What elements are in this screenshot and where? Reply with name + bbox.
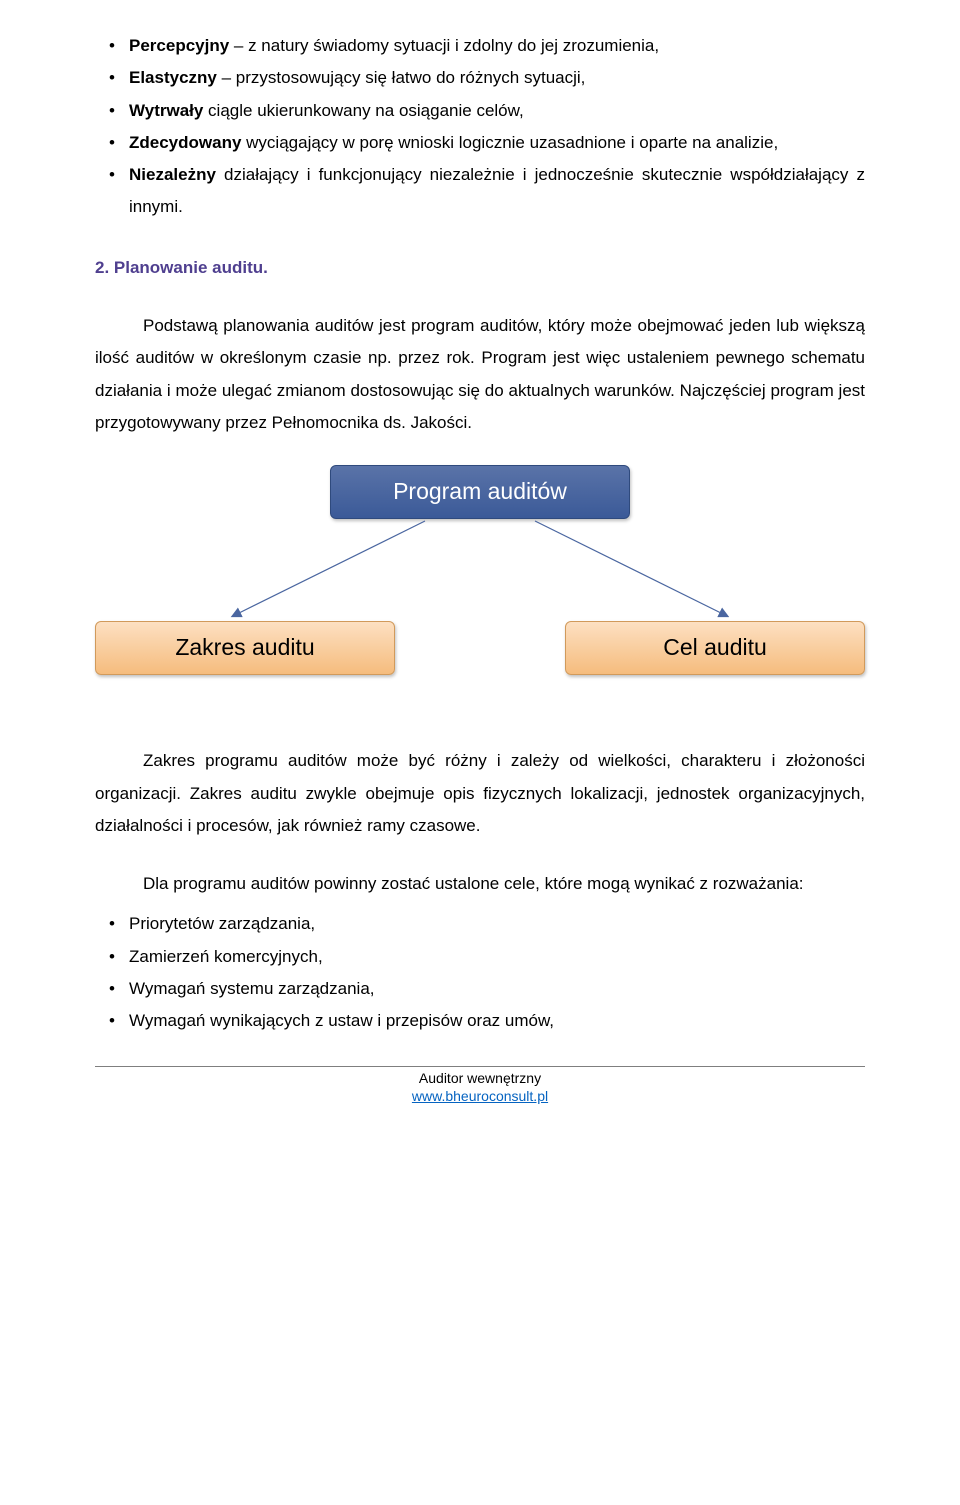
footer-title: Auditor wewnętrzny: [419, 1070, 541, 1086]
traits-list: Percepcyjny – z natury świadomy sytuacji…: [95, 30, 865, 224]
page-footer: Auditor wewnętrzny www.bheuroconsult.pl: [95, 1066, 865, 1105]
section-heading: 2. Planowanie auditu.: [95, 252, 865, 284]
trait-item: Wytrwały ciągle ukierunkowany na osiągan…: [95, 95, 865, 127]
trait-item: Zdecydowany wyciągający w porę wnioski l…: [95, 127, 865, 159]
trait-desc: wyciągający w porę wnioski logicznie uza…: [241, 133, 778, 152]
trait-item: Percepcyjny – z natury świadomy sytuacji…: [95, 30, 865, 62]
trait-term: Wytrwały: [129, 101, 203, 120]
paragraph-2: Zakres programu auditów może być różny i…: [95, 745, 865, 842]
trait-desc: działający i funkcjonujący niezależnie i…: [129, 165, 865, 216]
consideration-item: Zamierzeń komercyjnych,: [95, 941, 865, 973]
trait-desc: – z natury świadomy sytuacji i zdolny do…: [229, 36, 659, 55]
paragraph-3-lead: Dla programu auditów powinny zostać usta…: [95, 868, 865, 900]
consideration-item: Wymagań systemu zarządzania,: [95, 973, 865, 1005]
trait-desc: ciągle ukierunkowany na osiąganie celów,: [203, 101, 523, 120]
considerations-list: Priorytetów zarządzania,Zamierzeń komerc…: [95, 908, 865, 1037]
footer-link[interactable]: www.bheuroconsult.pl: [412, 1088, 548, 1104]
trait-term: Percepcyjny: [129, 36, 229, 55]
diagram-root-node: Program auditów: [330, 465, 630, 519]
program-diagram: Program auditów Zakres auditu Cel auditu: [95, 465, 865, 685]
diagram-leaf-zakres: Zakres auditu: [95, 621, 395, 675]
trait-item: Elastyczny – przystosowujący się łatwo d…: [95, 62, 865, 94]
trait-desc: – przystosowujący się łatwo do różnych s…: [217, 68, 586, 87]
diagram-leaf-cel: Cel auditu: [565, 621, 865, 675]
trait-item: Niezależny działający i funkcjonujący ni…: [95, 159, 865, 224]
trait-term: Niezależny: [129, 165, 216, 184]
consideration-item: Priorytetów zarządzania,: [95, 908, 865, 940]
trait-term: Elastyczny: [129, 68, 217, 87]
trait-term: Zdecydowany: [129, 133, 241, 152]
paragraph-1: Podstawą planowania auditów jest program…: [95, 310, 865, 439]
consideration-item: Wymagań wynikających z ustaw i przepisów…: [95, 1005, 865, 1037]
